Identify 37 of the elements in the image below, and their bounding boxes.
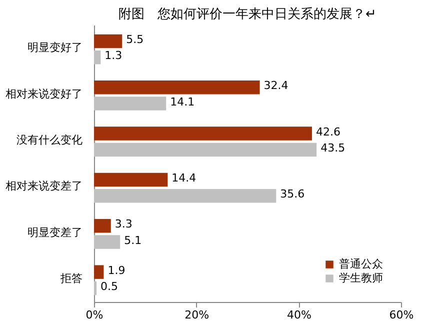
y-tick-label: 相对来说变好了 bbox=[6, 87, 82, 100]
bar bbox=[94, 50, 101, 64]
bar bbox=[94, 34, 122, 48]
data-label: 0.5 bbox=[100, 280, 118, 293]
data-label: 32.4 bbox=[264, 79, 288, 92]
data-label: 35.6 bbox=[280, 188, 305, 201]
bar bbox=[94, 265, 104, 279]
data-label: 5.5 bbox=[126, 33, 144, 46]
bar bbox=[94, 142, 317, 157]
y-tick-label: 拒答 bbox=[60, 272, 82, 285]
bar bbox=[94, 126, 312, 140]
y-tick-label: 相对来说变差了 bbox=[6, 180, 82, 193]
y-tick-label: 明显变好了 bbox=[28, 41, 82, 54]
chart-title: 附图 您如何评价一年来中日关系的发展？↵ bbox=[118, 7, 376, 22]
bar bbox=[94, 189, 276, 203]
bar bbox=[94, 219, 111, 233]
legend-label: 学生教师 bbox=[339, 272, 383, 284]
y-tick-label: 没有什么变化 bbox=[16, 133, 82, 146]
bar bbox=[94, 96, 166, 110]
x-tick-label: 60% bbox=[389, 308, 414, 322]
data-label: 1.3 bbox=[104, 49, 122, 62]
data-label: 14.1 bbox=[170, 95, 195, 108]
bar bbox=[94, 235, 120, 249]
x-tick-label: 40% bbox=[286, 308, 312, 322]
data-label: 14.4 bbox=[172, 172, 196, 185]
x-tick-label: 0% bbox=[86, 308, 104, 322]
bar bbox=[94, 281, 97, 296]
y-tick-label: 明显变差了 bbox=[28, 226, 82, 239]
bar bbox=[94, 172, 168, 187]
data-label: 42.6 bbox=[316, 125, 340, 138]
x-tick-label: 20% bbox=[184, 308, 210, 322]
bar bbox=[94, 80, 260, 94]
data-label: 5.1 bbox=[124, 234, 142, 247]
data-label: 1.9 bbox=[108, 264, 126, 277]
data-label: 43.5 bbox=[320, 141, 346, 154]
data-label: 3.3 bbox=[114, 218, 132, 231]
legend-label: 普通公众 bbox=[339, 258, 383, 270]
